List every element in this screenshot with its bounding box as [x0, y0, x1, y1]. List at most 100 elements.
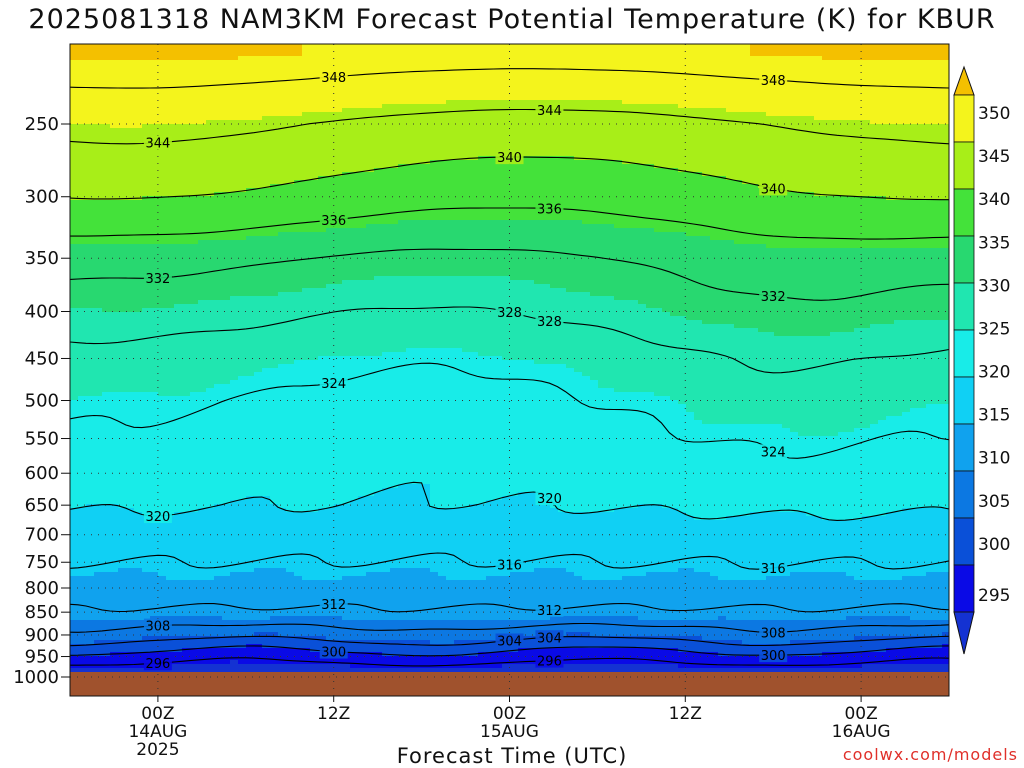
fill-cell: [822, 220, 831, 225]
fill-cell: [910, 176, 919, 181]
fill-cell: [686, 112, 695, 117]
fill-cell: [870, 112, 879, 117]
fill-cell: [142, 188, 151, 193]
fill-cell: [230, 56, 239, 61]
fill-cell: [478, 216, 487, 221]
fill-cell: [814, 148, 823, 153]
fill-cell: [646, 128, 655, 133]
fill-cell: [366, 64, 375, 69]
fill-cell: [894, 156, 903, 161]
fill-cell: [278, 196, 287, 201]
fill-cell: [246, 200, 255, 205]
fill-cell: [102, 112, 111, 117]
fill-cell: [414, 56, 423, 61]
fill-cell: [214, 160, 223, 165]
fill-cell: [878, 132, 887, 137]
fill-cell: [270, 152, 279, 157]
fill-cell: [614, 76, 623, 81]
fill-cell: [286, 192, 295, 197]
fill-cell: [318, 140, 327, 145]
fill-cell: [94, 60, 103, 65]
fill-cell: [358, 168, 367, 173]
fill-cell: [534, 156, 543, 161]
fill-cell: [110, 176, 119, 181]
fill-cell: [302, 128, 311, 133]
fill-cell: [806, 180, 815, 185]
fill-cell: [350, 72, 359, 77]
fill-cell: [422, 196, 431, 201]
fill-cell: [374, 208, 383, 213]
fill-cell: [718, 128, 727, 133]
fill-cell: [126, 208, 135, 213]
fill-cell: [678, 200, 687, 205]
fill-cell: [134, 152, 143, 157]
fill-cell: [350, 160, 359, 165]
fill-cell: [518, 200, 527, 205]
fill-cell: [270, 48, 279, 53]
fill-cell: [374, 68, 383, 73]
fill-cell: [382, 196, 391, 201]
fill-cell: [710, 48, 719, 53]
fill-cell: [766, 164, 775, 169]
fill-cell: [222, 180, 231, 185]
fill-cell: [110, 136, 119, 141]
fill-cell: [710, 156, 719, 161]
fill-cell: [454, 216, 463, 221]
fill-cell: [358, 152, 367, 157]
fill-cell: [126, 108, 135, 113]
fill-cell: [142, 80, 151, 85]
fill-cell: [358, 52, 367, 57]
fill-cell: [590, 204, 599, 209]
fill-cell: [630, 76, 639, 81]
fill-cell: [158, 132, 167, 137]
fill-cell: [502, 100, 511, 105]
fill-cell: [198, 96, 207, 101]
fill-cell: [918, 148, 927, 153]
fill-cell: [694, 184, 703, 189]
fill-cell: [774, 60, 783, 65]
fill-cell: [446, 64, 455, 69]
fill-cell: [294, 104, 303, 109]
fill-cell: [414, 60, 423, 65]
fill-cell: [110, 112, 119, 117]
fill-cell: [110, 64, 119, 69]
fill-cell: [662, 212, 671, 217]
fill-cell: [838, 44, 847, 49]
fill-cell: [278, 60, 287, 65]
fill-cell: [246, 116, 255, 121]
fill-cell: [86, 144, 95, 149]
fill-cell: [222, 200, 231, 205]
fill-cell: [670, 68, 679, 73]
fill-cell: [774, 56, 783, 61]
fill-cell: [86, 176, 95, 181]
fill-cell: [670, 72, 679, 77]
fill-cell: [166, 184, 175, 189]
fill-cell: [902, 208, 911, 213]
fill-cell: [278, 100, 287, 105]
fill-cell: [86, 60, 95, 65]
fill-cell: [734, 148, 743, 153]
fill-cell: [470, 144, 479, 149]
fill-cell: [798, 84, 807, 89]
fill-cell: [702, 136, 711, 141]
fill-cell: [534, 60, 543, 65]
fill-cell: [414, 48, 423, 53]
fill-cell: [846, 168, 855, 173]
fill-cell: [326, 208, 335, 213]
fill-cell: [422, 140, 431, 145]
fill-cell: [542, 128, 551, 133]
fill-cell: [462, 80, 471, 85]
fill-cell: [582, 120, 591, 125]
fill-cell: [598, 64, 607, 69]
fill-cell: [798, 116, 807, 121]
fill-cell: [918, 104, 927, 109]
fill-cell: [374, 88, 383, 93]
fill-cell: [510, 196, 519, 201]
fill-cell: [742, 52, 751, 57]
fill-cell: [94, 92, 103, 97]
fill-cell: [590, 140, 599, 145]
fill-cell: [134, 212, 143, 217]
fill-cell: [382, 208, 391, 213]
fill-cell: [110, 172, 119, 177]
fill-cell: [94, 140, 103, 145]
